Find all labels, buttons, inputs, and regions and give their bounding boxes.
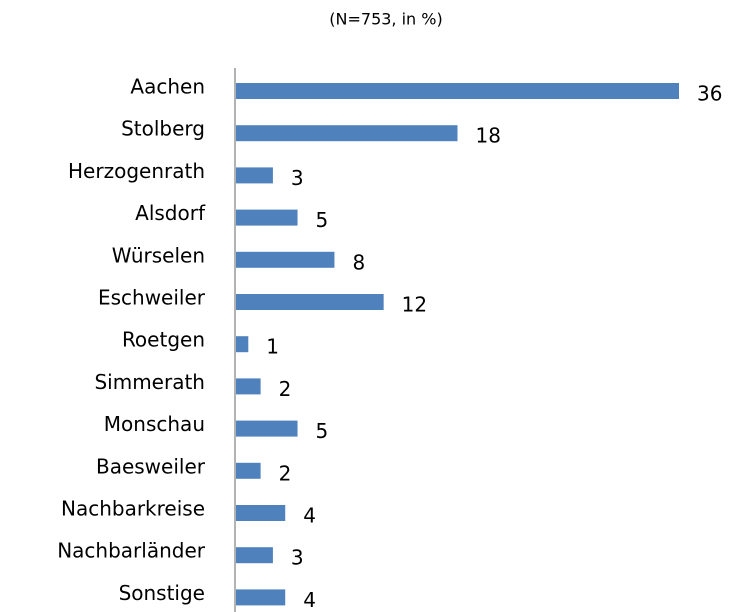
bar — [236, 589, 286, 606]
category-label: Monschau — [104, 412, 205, 436]
bar — [236, 294, 384, 310]
category-label: Nachbarkreise — [61, 497, 205, 521]
value-label: 4 — [303, 588, 316, 612]
bar — [236, 251, 335, 268]
bar — [236, 420, 298, 437]
category-label: Sonstige — [119, 581, 205, 605]
value-label: 4 — [303, 504, 316, 528]
value-label: 12 — [402, 293, 427, 317]
category-label: Nachbarländer — [57, 539, 206, 563]
value-label: 2 — [279, 377, 292, 401]
bar — [236, 125, 458, 142]
category-label: Eschweiler — [98, 286, 206, 310]
category-label: Simmerath — [94, 370, 205, 394]
value-label: 5 — [316, 208, 329, 232]
category-label: Aachen — [130, 75, 205, 99]
category-label: Alsdorf — [135, 201, 206, 225]
bar — [236, 209, 298, 226]
value-label: 8 — [352, 250, 365, 274]
chart-title: (N=753, in %) — [329, 10, 442, 29]
category-label: Baesweiler — [96, 454, 206, 478]
category-label: Stolberg — [121, 117, 205, 141]
bar — [236, 336, 249, 353]
category-label: Roetgen — [122, 328, 205, 352]
bar — [236, 83, 679, 99]
category-label: Würselen — [112, 243, 205, 267]
bar — [236, 547, 273, 564]
value-label: 2 — [279, 461, 292, 485]
bar — [236, 462, 261, 479]
value-label: 3 — [291, 546, 304, 570]
bar — [236, 167, 273, 184]
bar — [236, 378, 261, 395]
value-label: 5 — [316, 419, 329, 443]
bar — [236, 505, 286, 521]
value-label: 36 — [697, 82, 722, 106]
category-label: Herzogenrath — [68, 159, 205, 183]
value-label: 3 — [291, 166, 304, 190]
value-label: 1 — [266, 335, 279, 359]
value-label: 18 — [476, 124, 501, 148]
